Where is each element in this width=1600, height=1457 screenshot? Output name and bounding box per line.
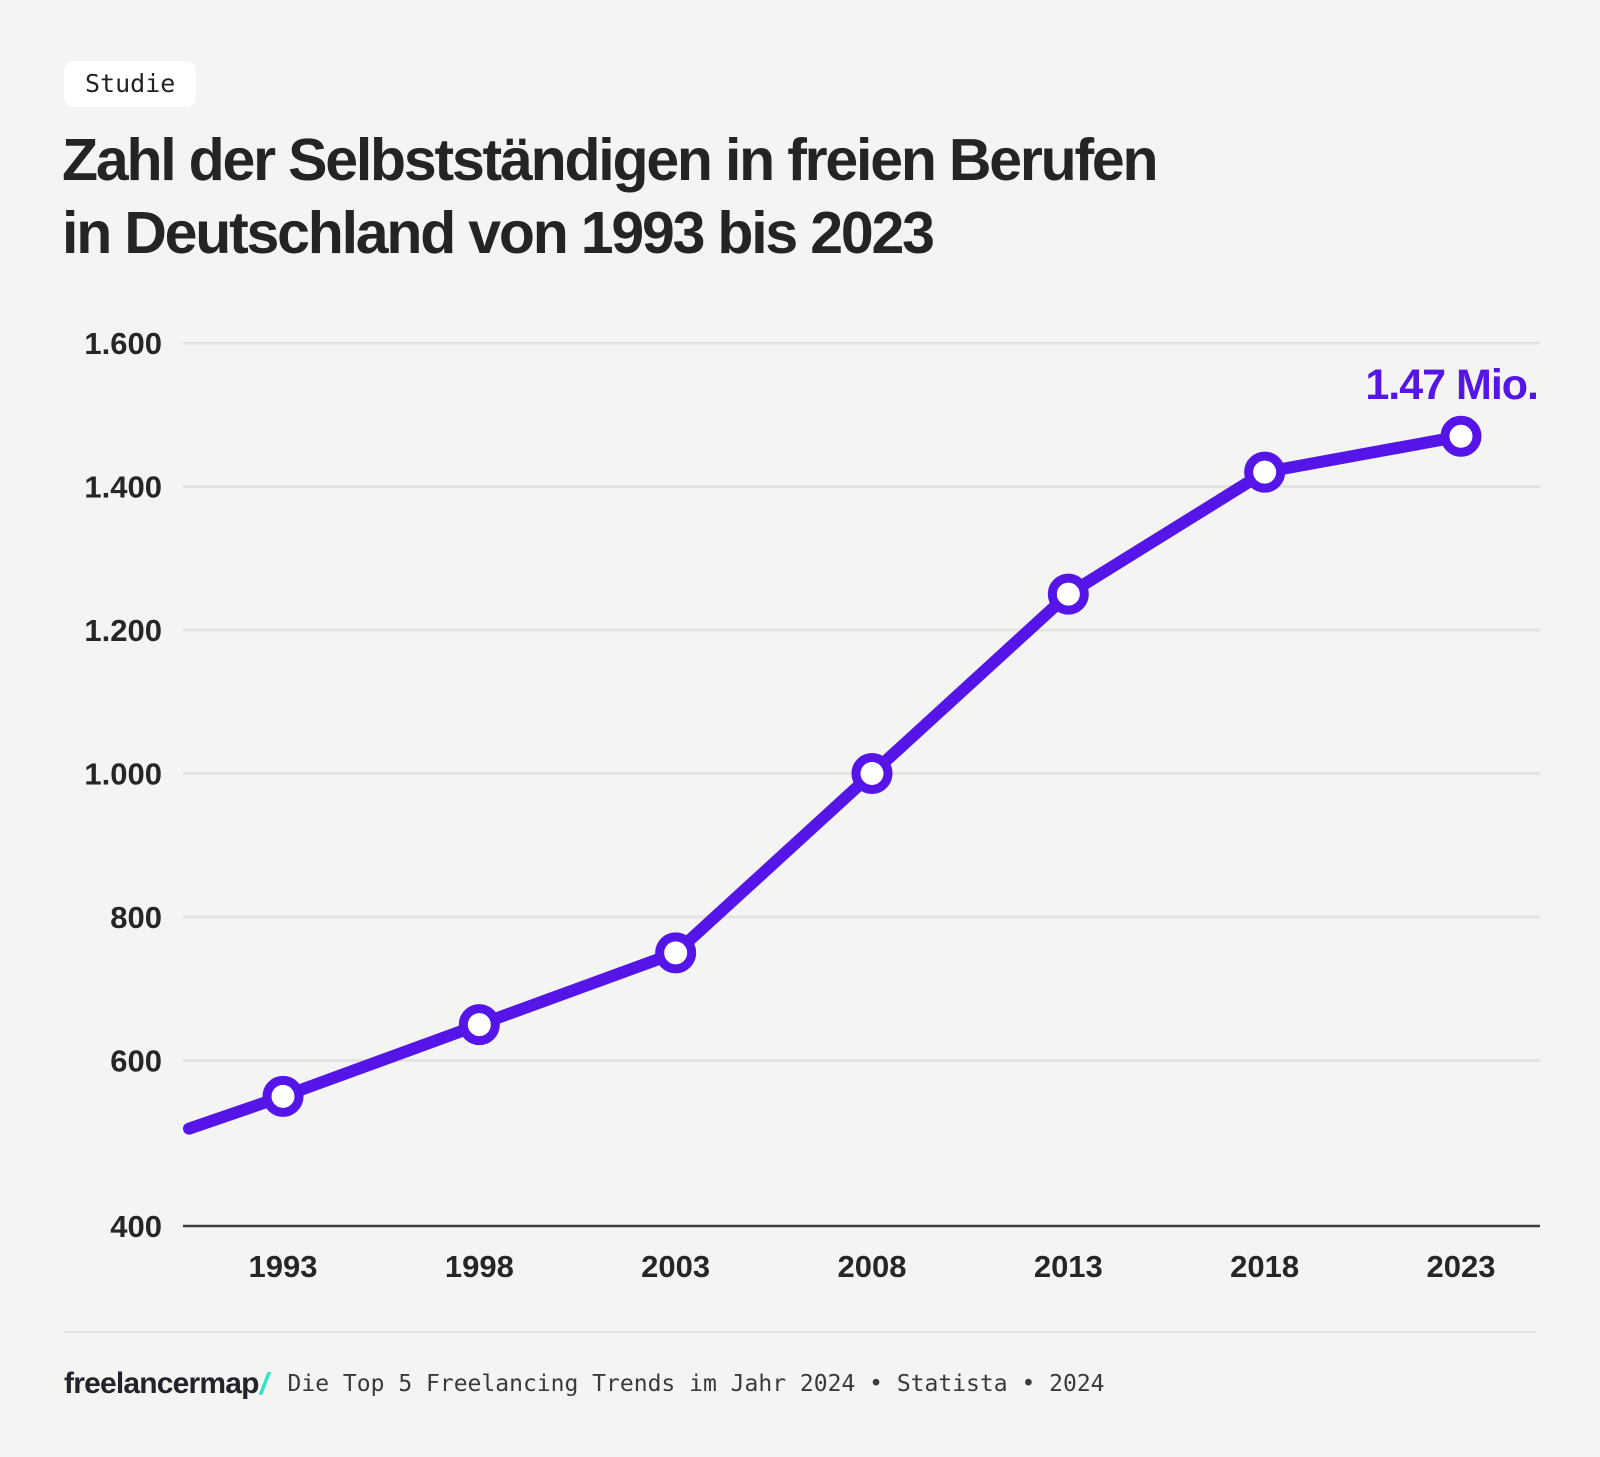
x-tick-label: 1993 [249,1249,318,1284]
page-title-line2: in Deutschland von 1993 bis 2023 [62,200,935,266]
page-title: Zahl der Selbstständigen in freien Beruf… [62,124,1159,270]
footer-divider [64,1331,1536,1333]
y-tick-label: 1.000 [84,757,162,792]
x-tick-label: 2008 [838,1249,907,1284]
data-point-marker [262,1075,304,1117]
freelancermap-logo: freelancermap [64,1367,260,1400]
data-point-marker [851,753,893,794]
data-point-marker [655,932,697,974]
source-text: Die Top 5 Freelancing Trends im Jahr 202… [287,1371,1105,1397]
page-title-line1: Zahl der Selbstständigen in freien Beruf… [62,127,1159,193]
y-tick-label: 400 [110,1209,162,1244]
y-tick-label: 800 [110,900,162,935]
last-value-annotation: 1.47 Mio. [1365,361,1538,409]
trend-line [183,430,1467,1135]
x-tick-label: 1998 [445,1249,514,1284]
x-tick-label: 2013 [1034,1249,1103,1284]
data-point-marker [1244,451,1286,493]
data-point-marker [458,1004,500,1046]
studie-badge: Studie [64,61,197,107]
y-tick-label: 1.600 [84,326,162,361]
logo-slash-icon: / [259,1366,269,1401]
data-point-marker [1440,415,1482,457]
data-point-marker [1047,573,1089,615]
x-tick-label: 2003 [641,1249,710,1284]
x-tick-label: 2023 [1426,1249,1495,1284]
y-tick-label: 1.200 [84,613,162,648]
x-tick-label: 2018 [1230,1249,1299,1284]
footer: freelancermap / Die Top 5 Freelancing Tr… [64,1366,1105,1402]
y-tick-label: 600 [110,1044,162,1079]
y-tick-label: 1.400 [84,470,162,505]
